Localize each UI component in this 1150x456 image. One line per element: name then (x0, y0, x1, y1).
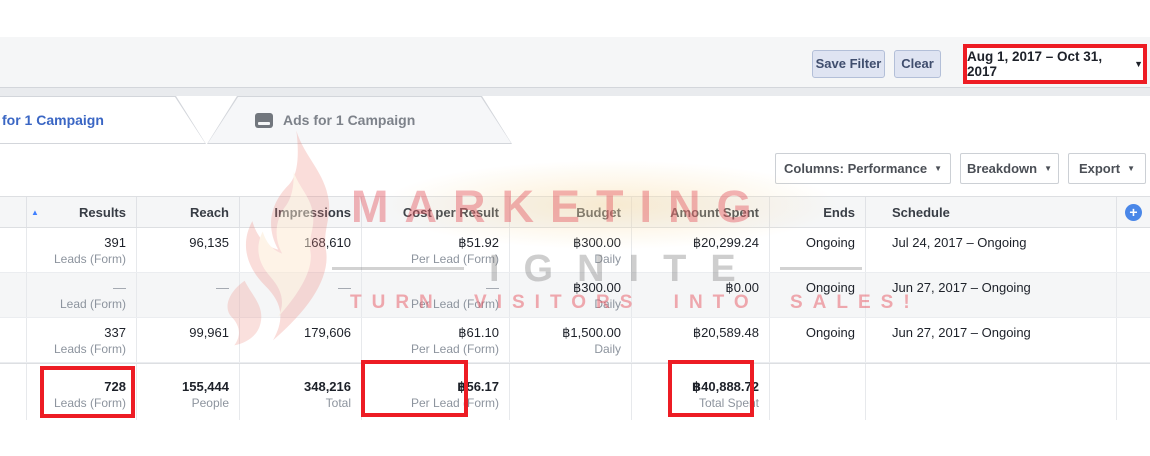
summary-row: 728 Leads (Form) 155,444 People 348,216 Tot… (0, 363, 1150, 420)
date-range-selector[interactable]: Aug 1, 2017 – Oct 31, 2017 ▼ (967, 48, 1143, 80)
budget-cell: ฿1,500.00 Daily (510, 318, 632, 362)
budget-cell: ฿300.00 Daily (510, 228, 632, 272)
summary-amount-spent-cell: ฿40,888.72 Total Spent (632, 364, 770, 420)
select-cell[interactable] (0, 318, 27, 362)
add-column-icon[interactable]: + (1125, 203, 1142, 221)
impressions-cell: — (240, 273, 362, 317)
select-cell[interactable] (0, 228, 27, 272)
column-header-results[interactable]: ▲ Results (27, 197, 137, 227)
ends-cell: Ongoing (770, 273, 866, 317)
results-cell: 337 Leads (Form) (27, 318, 137, 362)
cost-per-result-cell: ฿51.92 Per Lead (Form) (362, 228, 510, 272)
schedule-cell: Jun 27, 2017 – Ongoing (866, 273, 1117, 317)
ends-cell: Ongoing (770, 228, 866, 272)
table-header-row: ▲ Results Reach Impressions Cost per Res… (0, 196, 1150, 228)
ads-icon (255, 112, 273, 128)
breakdown-button-label: Breakdown (967, 161, 1038, 176)
results-cell: — Lead (Form) (27, 273, 137, 317)
summary-impressions-cell: 348,216 Total (240, 364, 362, 420)
summary-cost-per-result-cell: ฿56.17 Per Lead (Form) (362, 364, 510, 420)
reach-cell: 99,961 (137, 318, 240, 362)
chevron-down-icon: ▼ (1134, 58, 1143, 69)
sort-ascending-icon[interactable]: ▲ (31, 207, 39, 217)
export-button-label: Export (1078, 161, 1121, 176)
chevron-down-icon: ▼ (934, 163, 942, 173)
select-column-header (0, 197, 27, 227)
summary-schedule-cell (866, 364, 1117, 420)
tab-adsets-label: for 1 Campaign (2, 112, 104, 128)
tab-strip (0, 88, 1150, 96)
add-column-header: + (1117, 197, 1150, 227)
summary-ends-cell (770, 364, 866, 420)
table-row[interactable]: — Lead (Form) — — — Per Lead (Form) ฿300.0… (0, 273, 1150, 318)
select-cell[interactable] (0, 273, 27, 317)
columns-button-label: Columns: Performance (784, 161, 928, 176)
tab-background (0, 97, 205, 143)
breakdown-button[interactable]: Breakdown ▼ (960, 153, 1059, 184)
column-header-amount-spent[interactable]: Amount Spent (632, 197, 770, 227)
cost-per-result-cell: — Per Lead (Form) (362, 273, 510, 317)
summary-reach-cell: 155,444 People (137, 364, 240, 420)
column-header-budget[interactable]: Budget (510, 197, 632, 227)
impressions-cell: 168,610 (240, 228, 362, 272)
ends-cell: Ongoing (770, 318, 866, 362)
impressions-cell: 179,606 (240, 318, 362, 362)
budget-cell: ฿300.00 Daily (510, 273, 632, 317)
table-row[interactable]: 391 Leads (Form) 96,135 168,610 ฿51.92 Per… (0, 228, 1150, 273)
schedule-cell: Jun 27, 2017 – Ongoing (866, 318, 1117, 362)
tab-ads-label: Ads for 1 Campaign (283, 112, 416, 128)
table-row[interactable]: 337 Leads (Form) 99,961 179,606 ฿61.10 Per… (0, 318, 1150, 363)
spacer-cell (1117, 273, 1150, 317)
column-header-impressions[interactable]: Impressions (240, 197, 362, 227)
results-cell: 391 Leads (Form) (27, 228, 137, 272)
spacer-cell (1117, 228, 1150, 272)
table-toolbar: Columns: Performance ▼ Breakdown ▼ Expor… (0, 153, 1146, 184)
chevron-down-icon: ▼ (1044, 163, 1052, 173)
amount-spent-cell: ฿0.00 (632, 273, 770, 317)
select-cell (0, 364, 27, 420)
spacer-cell (1117, 318, 1150, 362)
campaign-table: ▲ Results Reach Impressions Cost per Res… (0, 196, 1150, 420)
tab-ads[interactable]: Ads for 1 Campaign (207, 96, 512, 144)
save-filter-button[interactable]: Save Filter (812, 50, 885, 78)
reach-cell: 96,135 (137, 228, 240, 272)
summary-budget-cell (510, 364, 632, 420)
date-range-label: Aug 1, 2017 – Oct 31, 2017 (967, 49, 1103, 79)
schedule-cell: Jul 24, 2017 – Ongoing (866, 228, 1117, 272)
clear-filter-button[interactable]: Clear (894, 50, 941, 78)
columns-button[interactable]: Columns: Performance ▼ (775, 153, 951, 184)
column-header-reach[interactable]: Reach (137, 197, 240, 227)
chevron-down-icon: ▼ (1127, 163, 1136, 173)
spacer-cell (1117, 364, 1150, 420)
column-header-cost-per-result[interactable]: Cost per Result (362, 197, 510, 227)
filter-bar: Save Filter Clear Aug 1, 2017 – Oct 31, … (0, 37, 1150, 88)
reach-cell: — (137, 273, 240, 317)
export-button[interactable]: Export ▼ (1068, 153, 1146, 184)
tab-adsets[interactable]: for 1 Campaign (0, 96, 206, 144)
amount-spent-cell: ฿20,589.48 (632, 318, 770, 362)
summary-results-cell: 728 Leads (Form) (27, 364, 137, 420)
amount-spent-cell: ฿20,299.24 (632, 228, 770, 272)
column-header-schedule[interactable]: Schedule (866, 197, 1117, 227)
cost-per-result-cell: ฿61.10 Per Lead (Form) (362, 318, 510, 362)
column-header-ends[interactable]: Ends (770, 197, 866, 227)
